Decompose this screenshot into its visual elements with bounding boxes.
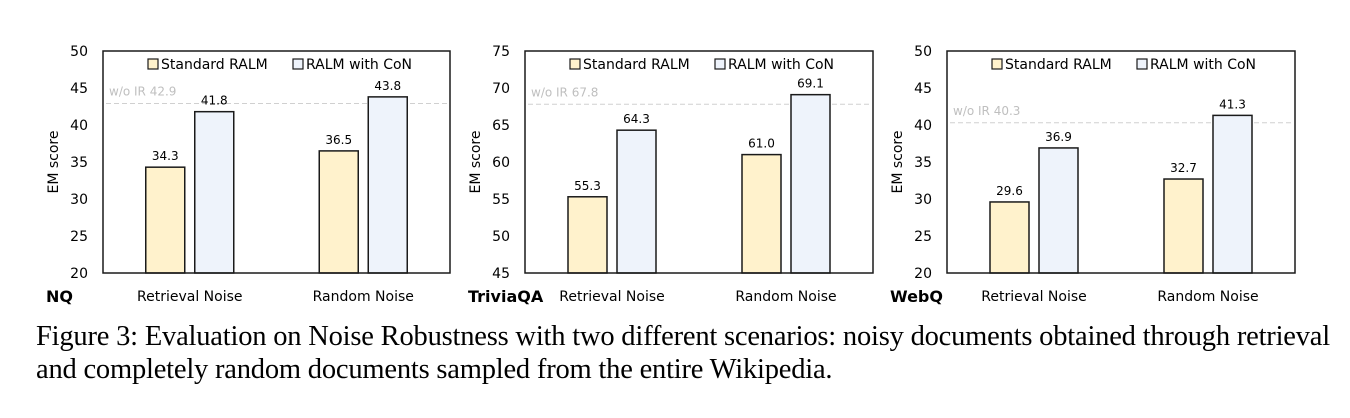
y-tick-label: 45: [914, 81, 932, 97]
bar-ralm-with-con: [1212, 114, 1253, 274]
y-tick-label: 60: [492, 155, 510, 171]
bar-charts-svg: 20 25 30 35 40 45 50 EM score w/o IR 42.9 34.3 41.…: [46, 44, 1296, 306]
y-axis-label: EM score: [890, 131, 906, 194]
legend-label-con: RALM with CoN: [728, 57, 834, 73]
y-tick-label: 50: [914, 44, 932, 60]
bar-value-label: 61.0: [748, 137, 775, 151]
baseline-label: w/o IR 42.9: [109, 85, 176, 99]
y-tick-label: 25: [70, 229, 88, 245]
y-tick-label: 20: [70, 266, 88, 282]
x-category-label: Retrieval Noise: [137, 289, 243, 305]
y-tick-label: 50: [70, 44, 88, 60]
x-category-label: Retrieval Noise: [559, 289, 665, 305]
legend-label-con: RALM with CoN: [306, 57, 412, 73]
baseline-label: w/o IR 67.8: [531, 85, 598, 99]
plot-frame: [102, 50, 451, 274]
plot-frame: [524, 50, 874, 274]
legend-swatch-con: [1136, 58, 1148, 70]
bar-standard-ralm: [1163, 178, 1204, 274]
bar-ralm-with-con: [790, 93, 831, 274]
y-tick-label: 40: [70, 118, 88, 134]
legend-swatch-standard: [569, 58, 581, 70]
bar-standard-ralm: [567, 196, 608, 274]
y-tick-label: 25: [914, 229, 932, 245]
x-category-label: Random Noise: [313, 289, 414, 305]
bar-value-label: 41.8: [201, 94, 228, 108]
bar-value-label: 32.7: [1170, 161, 1197, 175]
y-tick-label: 50: [492, 229, 510, 245]
y-axis-label: EM score: [468, 131, 484, 194]
bar-standard-ralm: [741, 153, 782, 274]
x-category-label: Retrieval Noise: [981, 289, 1087, 305]
y-tick-label: 35: [70, 155, 88, 171]
y-tick-label: 30: [70, 192, 88, 208]
panel-title: NQ: [46, 287, 73, 306]
bar-value-label: 69.1: [797, 77, 824, 91]
legend-swatch-con: [292, 58, 304, 70]
legend-swatch-standard: [991, 58, 1003, 70]
y-tick-label: 75: [492, 44, 510, 60]
y-tick-label: 45: [492, 266, 510, 282]
y-tick-label: 20: [914, 266, 932, 282]
legend-label-con: RALM with CoN: [1150, 57, 1256, 73]
bar-value-label: 64.3: [623, 112, 650, 126]
legend-label-standard: Standard RALM: [161, 57, 268, 73]
y-axis-label: EM score: [46, 131, 62, 194]
figure-charts: 20 25 30 35 40 45 50 EM score w/o IR 42.9 34.3 41.…: [46, 44, 1296, 306]
bar-value-label: 55.3: [574, 179, 601, 193]
y-tick-label: 40: [914, 118, 932, 134]
panel-title: TriviaQA: [468, 287, 544, 306]
x-category-label: Random Noise: [735, 289, 836, 305]
y-tick-label: 30: [914, 192, 932, 208]
legend-swatch-con: [714, 58, 726, 70]
bar-value-label: 36.9: [1045, 130, 1072, 144]
x-category-label: Random Noise: [1157, 289, 1258, 305]
bar-ralm-with-con: [367, 96, 408, 274]
bar-value-label: 36.5: [325, 133, 352, 147]
bar-ralm-with-con: [1038, 147, 1079, 274]
bar-value-label: 41.3: [1219, 97, 1246, 111]
legend-label-standard: Standard RALM: [583, 57, 690, 73]
legend-label-standard: Standard RALM: [1005, 57, 1112, 73]
y-tick-label: 55: [492, 192, 510, 208]
bar-standard-ralm: [318, 150, 359, 274]
bar-value-label: 34.3: [152, 149, 179, 163]
baseline-label: w/o IR 40.3: [953, 104, 1020, 118]
bar-standard-ralm: [145, 166, 186, 274]
bar-ralm-with-con: [194, 110, 235, 274]
panel-title: WebQ: [890, 287, 943, 306]
y-tick-label: 65: [492, 118, 510, 134]
legend-swatch-standard: [147, 58, 159, 70]
y-tick-label: 35: [914, 155, 932, 171]
figure-caption: Figure 3: Evaluation on Noise Robustness…: [36, 321, 1330, 385]
bar-standard-ralm: [989, 201, 1030, 274]
plot-frame: [946, 50, 1296, 274]
bar-value-label: 43.8: [374, 79, 401, 93]
y-tick-label: 70: [492, 81, 510, 97]
bar-value-label: 29.6: [996, 184, 1023, 198]
y-tick-label: 45: [70, 81, 88, 97]
bar-ralm-with-con: [616, 129, 657, 274]
